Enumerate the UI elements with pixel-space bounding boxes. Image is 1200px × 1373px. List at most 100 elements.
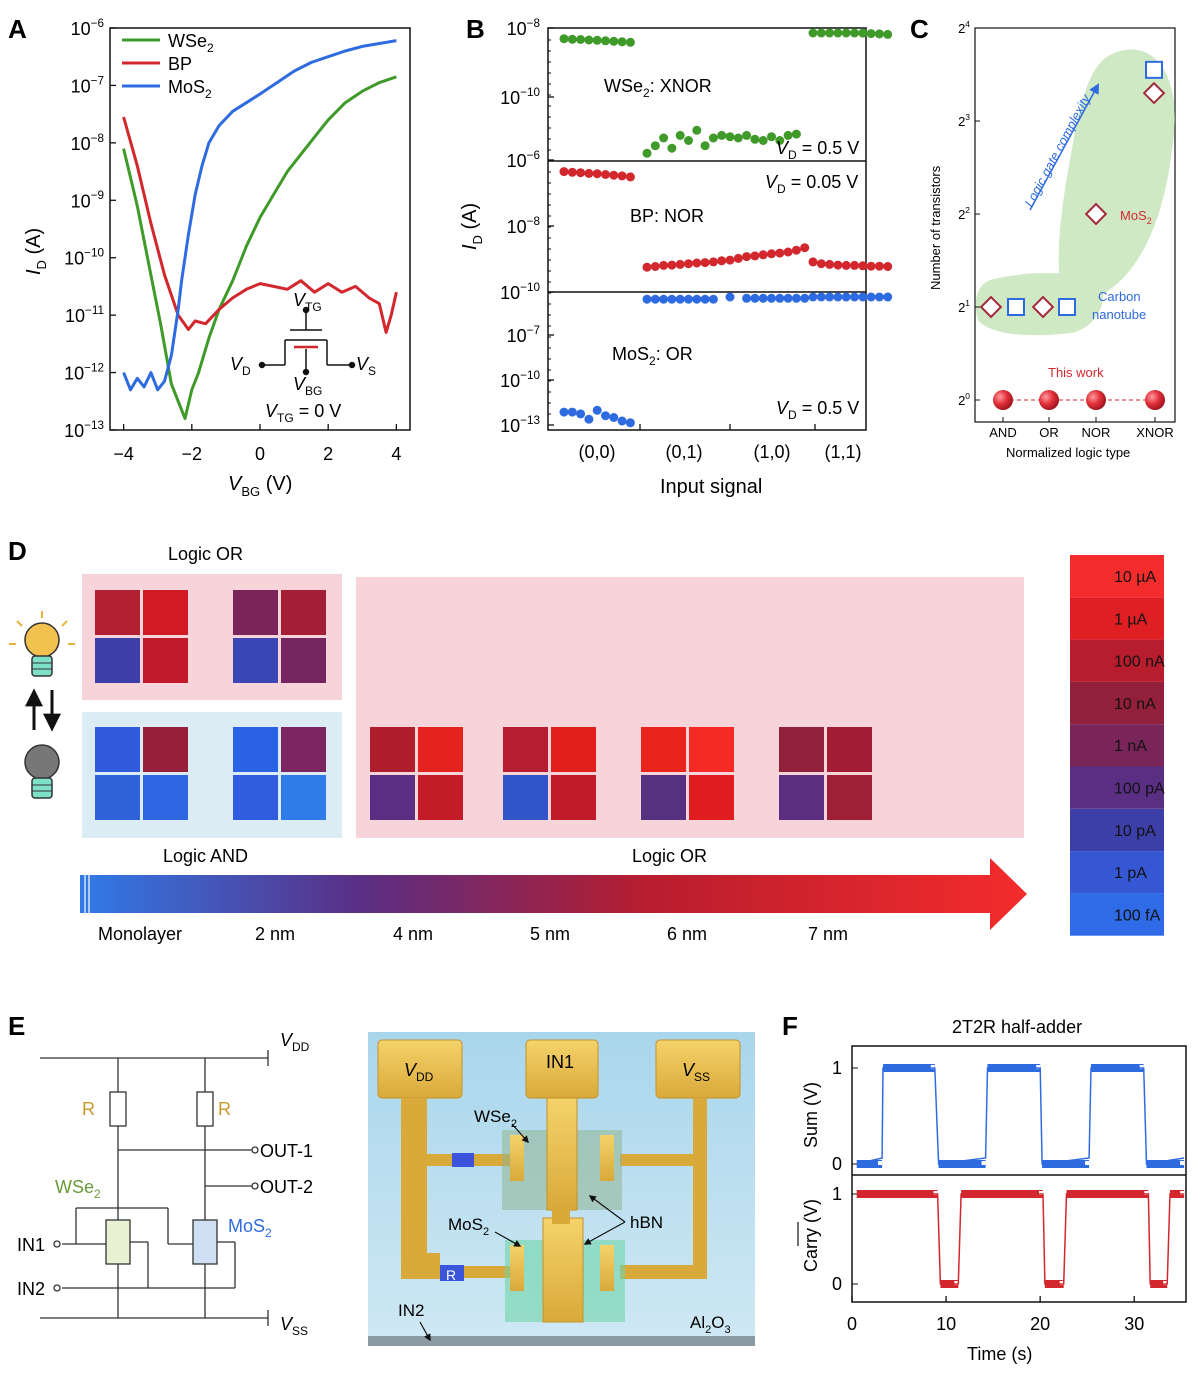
device-in2-label: IN2: [398, 1301, 424, 1320]
c-ytick-label: 22: [958, 205, 970, 222]
b-point-wse2: [584, 35, 594, 45]
d-colorbar-swatch: [1070, 724, 1108, 767]
f-ytick-label: 0: [832, 1154, 842, 1174]
device-vss-label: VSS: [682, 1060, 710, 1084]
c-cnt-square: [1058, 298, 1076, 316]
d-colorbar-swatch-ext: [1108, 766, 1164, 809]
b-point-bp: [850, 260, 859, 270]
c-ytick-label-exp: 0: [965, 391, 970, 401]
d-colorbar-swatch-ext: [1108, 597, 1164, 640]
b-ytick-label: 10−7: [507, 324, 540, 346]
d-grid-cell-or-monolayer: [95, 638, 140, 683]
b-point-bp: [783, 247, 793, 257]
d-thickness-label: 4 nm: [393, 924, 433, 944]
b-point-bp: [883, 262, 893, 271]
panel-a-letter: A: [8, 14, 27, 44]
b-point-bp: [692, 258, 702, 268]
d-colorbar-swatch-ext: [1108, 851, 1164, 894]
panel-f-title: 2T2R half-adder: [952, 1017, 1082, 1037]
d-colorbar-swatch-ext: [1108, 639, 1164, 682]
c-mos2-diamond: [1031, 295, 1055, 319]
b-point-mos2: [642, 294, 652, 304]
b-point-mos2: [783, 293, 793, 303]
d-colorbar-swatch: [1070, 639, 1108, 682]
c-xtick-label: XNOR: [1136, 425, 1174, 440]
b-point-wse2: [659, 133, 669, 143]
b-point-mos2: [576, 409, 586, 419]
d-grid-cell-4: [689, 727, 734, 772]
b-point-mos2: [584, 414, 594, 424]
c-ytick-label-exp: 3: [965, 112, 970, 122]
b-point-bp: [866, 261, 876, 271]
b-point-wse2: [783, 130, 793, 140]
d-grid-cell-3: [551, 727, 596, 772]
b-point-wse2: [733, 133, 743, 143]
b-point-wse2: [684, 136, 693, 145]
b-point-bp: [684, 259, 693, 269]
b-point-bp: [767, 249, 776, 259]
b-point-bp: [858, 261, 868, 271]
panel-c-complexity-region: [1058, 49, 1175, 305]
b-point-mos2: [775, 293, 785, 303]
panel-a-y-label: ID (A): [23, 228, 49, 275]
b-ytick-label-base: 10: [500, 283, 520, 303]
d-grid-cell-1: [233, 727, 278, 772]
panel-e-out2-label: OUT-2: [260, 1177, 313, 1197]
panel-c-cnt-label-1: Carbon: [1098, 289, 1141, 304]
a-ytick-label-exp: −11: [85, 304, 104, 317]
f-state-end-marker: [954, 1281, 959, 1285]
b-point-bp: [667, 260, 677, 270]
a-ytick-label: 10−6: [71, 17, 104, 39]
b-point-mos2: [559, 407, 569, 417]
c-ytick-label-exp: 2: [965, 205, 970, 215]
b-point-wse2: [700, 141, 710, 151]
b-point-mos2: [742, 293, 752, 303]
b-point-mos2: [866, 292, 876, 302]
d-grid-cell-3: [551, 775, 596, 820]
b-point-wse2: [858, 28, 868, 38]
d-grid-cell-1: [281, 775, 326, 820]
panel-e-out1-label: OUT-1: [260, 1141, 313, 1161]
b-ytick-label: 10−8: [507, 17, 540, 39]
c-this-work-sphere: [1145, 390, 1165, 410]
d-colorbar-swatch-ext: [1108, 681, 1164, 725]
panel-c-this-work-label: This work: [1048, 365, 1104, 380]
f-state-end-marker: [981, 1161, 986, 1165]
b-point-wse2: [625, 37, 635, 47]
f-state-end-marker: [933, 1191, 938, 1195]
b-point-mos2: [816, 292, 826, 302]
a-ytick-label: 10−13: [64, 419, 104, 441]
d-colorbar-label: 1 pA: [1114, 865, 1147, 882]
inset-vtg-condition: VTG = 0 V: [265, 401, 341, 425]
d-colorbar-label: 10 pA: [1114, 823, 1156, 840]
d-grid-cell-2: [418, 775, 463, 820]
a-ytick-label-base: 10: [64, 364, 84, 384]
b-ytick-label-base: 10: [500, 371, 520, 391]
c-ytick-label: 23: [958, 112, 970, 129]
panel-c-cnt-label-2: nanotube: [1092, 307, 1146, 322]
b-point-mos2: [833, 292, 843, 302]
a-ytick-label-base: 10: [71, 134, 91, 154]
panel-e: E VDD VSS R R OUT-1 OUT-2 WSe2 MoS2 IN1: [8, 1011, 755, 1346]
b-point-wse2: [675, 130, 685, 140]
d-grid-cell-or-2nm: [233, 590, 278, 635]
b-point-bp: [609, 170, 619, 180]
d-colorbar-swatch: [1070, 851, 1108, 894]
a-ytick-label-base: 10: [71, 76, 91, 96]
b-point-mos2: [659, 294, 669, 304]
b-point-wse2: [808, 28, 818, 38]
d-grid-cell-5: [779, 775, 824, 820]
b-point-wse2: [750, 134, 760, 144]
b-point-wse2: [650, 141, 660, 151]
d-colorbar-swatch: [1070, 893, 1108, 936]
c-mos2-diamond: [1084, 202, 1108, 226]
b-ytick-label-base: 10: [507, 19, 527, 39]
f-state-end-marker: [1139, 1065, 1144, 1069]
b-ytick-label: 10−10: [500, 281, 540, 303]
d-colorbar-swatch: [1070, 597, 1108, 640]
b-point-mos2: [567, 407, 577, 417]
a-ytick-label: 10−8: [71, 132, 104, 154]
c-xtick-label: AND: [989, 425, 1016, 440]
a-ytick-label-base: 10: [64, 249, 84, 269]
